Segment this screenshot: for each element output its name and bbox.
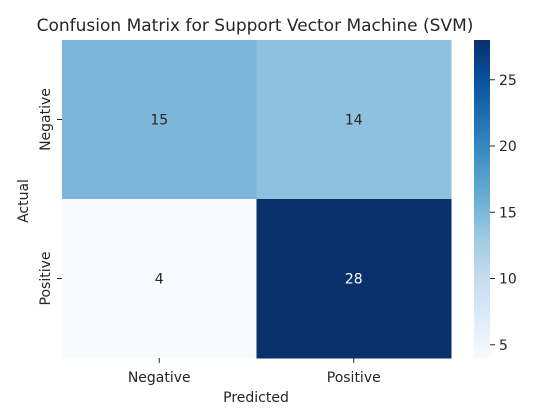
colorbar-tick-label: 25 — [499, 73, 517, 89]
heatmap-cells — [62, 40, 452, 359]
y-tick-label: Negative — [38, 88, 54, 151]
colorbar-tick-label: 5 — [499, 338, 508, 354]
y-tick-label: Positive — [38, 252, 54, 306]
colorbar-ticks: 5 10 15 20 25 — [490, 73, 517, 354]
cell-value-label: 28 — [345, 272, 363, 288]
cell-value-label: 4 — [155, 272, 164, 288]
colorbar-tick-label: 15 — [499, 205, 517, 221]
colorbar-tick-label: 10 — [499, 272, 517, 288]
x-axis-ticks: Negative Positive — [128, 358, 381, 386]
heatmap-cell — [256, 40, 452, 200]
x-axis-label: Predicted — [223, 390, 289, 406]
colorbar-tick-label: 20 — [499, 139, 517, 155]
y-axis-label: Actual — [16, 179, 32, 223]
heatmap-cell — [256, 199, 452, 359]
colorbar — [474, 40, 490, 358]
y-axis-ticks: Negative Positive — [38, 88, 62, 305]
cell-value-label: 14 — [345, 113, 363, 129]
cell-value-label: 15 — [150, 113, 168, 129]
heatmap-cell — [62, 40, 257, 200]
chart-title: Confusion Matrix for Support Vector Mach… — [37, 16, 474, 36]
x-tick-label: Positive — [327, 370, 381, 386]
x-tick-label: Negative — [128, 370, 191, 386]
heatmap-cell-labels: 15 14 4 28 — [150, 113, 362, 288]
heatmap-cell — [62, 199, 257, 359]
